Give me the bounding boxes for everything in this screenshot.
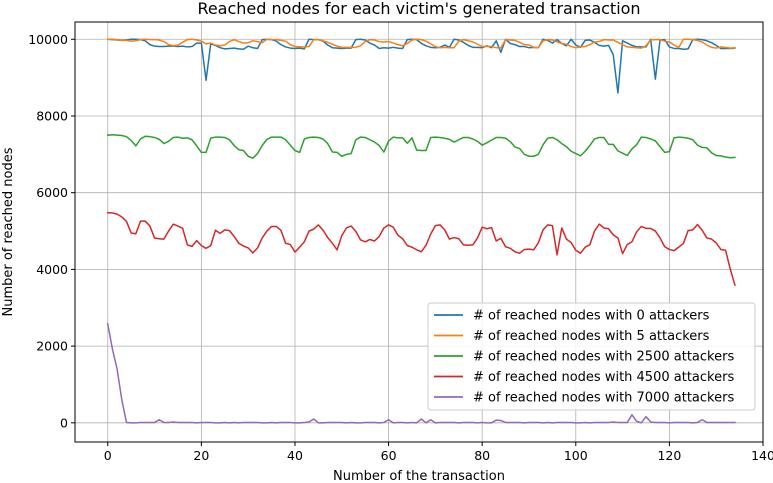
series-line-4 [106, 322, 736, 424]
plot-frame [74, 21, 764, 443]
axes: 0 20 40 60 80 100 120 140 0 2000 4000 6000 8000 10000 [28, 32, 773, 463]
legend-label-0: # of reached nodes with 0 attackers [473, 309, 710, 324]
y-tick-label: 10000 [28, 32, 68, 47]
y-tick-label: 6000 [36, 185, 68, 200]
series-line-2 [106, 134, 736, 159]
legend-items: # of reached nodes with 0 attackers # of … [434, 309, 734, 406]
y-tick-label: 2000 [36, 339, 68, 354]
x-tick-label: 140 [751, 448, 773, 463]
x-tick-label: 0 [104, 448, 112, 463]
chart-title: Reached nodes for each victim's generate… [197, 0, 640, 18]
x-tick-label: 80 [474, 448, 490, 463]
y-tick-label: 0 [60, 415, 68, 430]
x-axis-label: Number of the transaction [333, 469, 505, 483]
legend-label-3: # of reached nodes with 4500 attackers [473, 370, 734, 385]
x-tick-label: 20 [193, 448, 209, 463]
x-tick-label: 100 [564, 448, 588, 463]
legend: # of reached nodes with 0 attackers # of … [427, 302, 756, 411]
x-tick-label: 60 [381, 448, 397, 463]
series-line-3 [106, 211, 736, 287]
series-lines [106, 38, 736, 424]
x-tick-label: 120 [657, 448, 681, 463]
legend-box [427, 302, 756, 411]
y-tick-label: 8000 [36, 108, 68, 123]
series-line-1 [107, 38, 736, 49]
x-tick-label: 40 [287, 448, 303, 463]
legend-label-1: # of reached nodes with 5 attackers [473, 329, 710, 344]
y-tick-label: 4000 [36, 262, 68, 277]
legend-label-4: # of reached nodes with 7000 attackers [473, 391, 734, 406]
y-axis-label: Number of reached nodes [1, 147, 16, 316]
legend-label-2: # of reached nodes with 2500 attackers [473, 350, 734, 365]
